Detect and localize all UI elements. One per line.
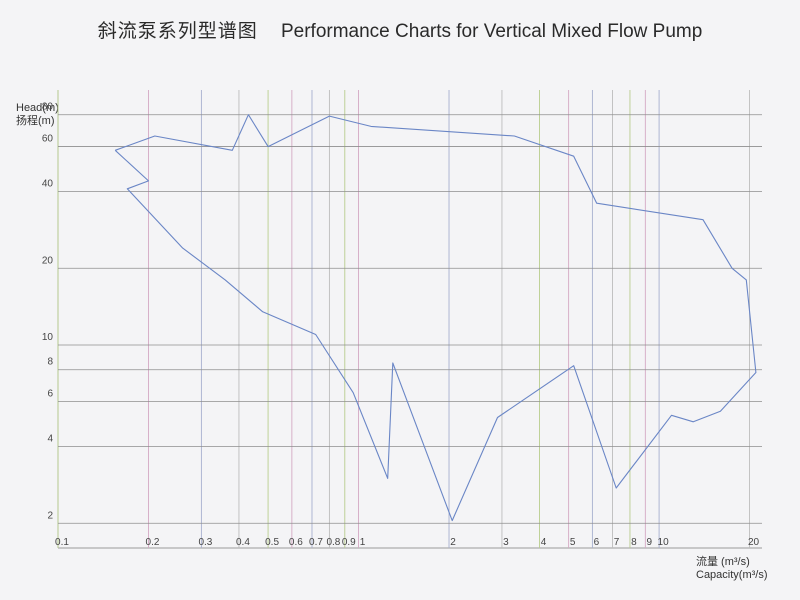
chart-grid <box>57 90 762 549</box>
x-tick-label: 0.3 <box>198 537 212 548</box>
x-tick-label: 3 <box>503 537 509 548</box>
x-tick-label: 0.4 <box>236 537 250 548</box>
x-axis-label-cn: 流量 (m³/s) <box>696 556 750 568</box>
chart-title-en: Performance Charts for Vertical Mixed Fl… <box>280 21 703 42</box>
y-tick-label: 6 <box>47 389 53 400</box>
y-tick-label: 40 <box>42 178 54 189</box>
y-tick-label: 2 <box>47 510 53 521</box>
chart-series <box>114 114 757 522</box>
x-tick-label: 5 <box>570 537 576 548</box>
chart-title: 斜流泵系列型谱图 Performance Charts for Vertical… <box>0 16 800 43</box>
x-tick-label: 0.1 <box>55 537 69 548</box>
x-tick-label: 2 <box>450 537 456 548</box>
x-tick-label: 7 <box>614 537 620 548</box>
y-tick-label: 60 <box>42 134 54 145</box>
x-axis-label-en: Capacity(m³/s) <box>696 569 768 581</box>
x-tick-label: 0.2 <box>146 537 160 548</box>
y-tick-label: 20 <box>42 255 54 266</box>
y-tick-label: 4 <box>47 434 53 445</box>
x-axis-label: 流量 (m³/s) Capacity(m³/s) <box>696 556 768 582</box>
chart-ticks: 0.1 0.2 0.3 0.4 0.5 0.6 0.7 0.8 0.9 1 2 3 4 5 6 7 8 9 10 20… <box>42 102 760 548</box>
y-axis-label: Head(m) 扬程(m) <box>16 102 59 128</box>
x-tick-label: 10 <box>658 537 670 548</box>
x-tick-label: 0.6 <box>289 537 303 548</box>
x-tick-label: 0.9 <box>342 537 356 548</box>
x-tick-label: 8 <box>631 537 637 548</box>
x-tick-label: 0.8 <box>326 537 340 548</box>
x-tick-label: 4 <box>541 537 547 548</box>
x-tick-label: 1 <box>360 537 366 548</box>
y-axis-label-cn: 扬程(m) <box>16 115 55 127</box>
chart-title-cn: 斜流泵系列型谱图 <box>97 20 258 42</box>
y-axis-label-en: Head(m) <box>16 102 59 114</box>
y-tick-label: 8 <box>47 357 53 368</box>
performance-envelope-line <box>114 114 757 522</box>
x-tick-label: 0.7 <box>309 537 323 548</box>
x-tick-label: 20 <box>748 537 760 548</box>
x-tick-label: 6 <box>594 537 600 548</box>
y-tick-label: 80 <box>42 102 54 113</box>
x-tick-label: 0.5 <box>265 537 279 548</box>
x-tick-label: 9 <box>647 537 653 548</box>
y-tick-label: 10 <box>42 332 54 343</box>
